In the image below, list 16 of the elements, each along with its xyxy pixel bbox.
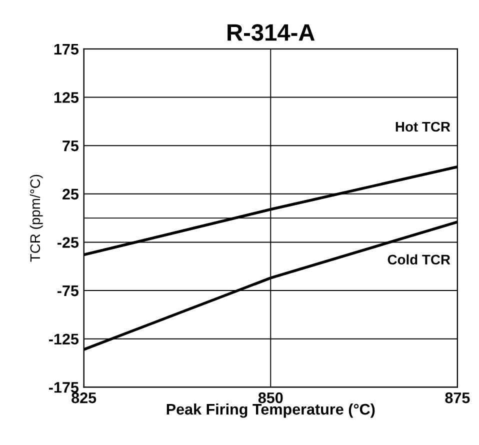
series-label: Cold TCR — [388, 254, 450, 265]
x-axis-title: Peak Firing Temperature (°C) — [166, 403, 375, 418]
text: Hot TCR — [396, 122, 450, 132]
y-tick-label: -125 — [48, 334, 79, 345]
x-tick-label: 875 — [445, 392, 470, 404]
x-tick-label: 850 — [258, 392, 283, 404]
y-tick-label: 175 — [54, 44, 79, 55]
x-tick-label: 825 — [72, 392, 96, 404]
y-tick-label: 25 — [62, 188, 79, 200]
y-tick-label: 125 — [54, 92, 79, 103]
y-axis-title: TCR (ppm/°C) — [30, 174, 43, 262]
y-tick-label: 75 — [62, 140, 79, 152]
y-tick-label: -75 — [57, 286, 79, 296]
y-tick-label: -175 — [48, 382, 79, 393]
chart-title: R-314-A — [228, 24, 315, 41]
y-tick-label: -25 — [57, 237, 79, 248]
